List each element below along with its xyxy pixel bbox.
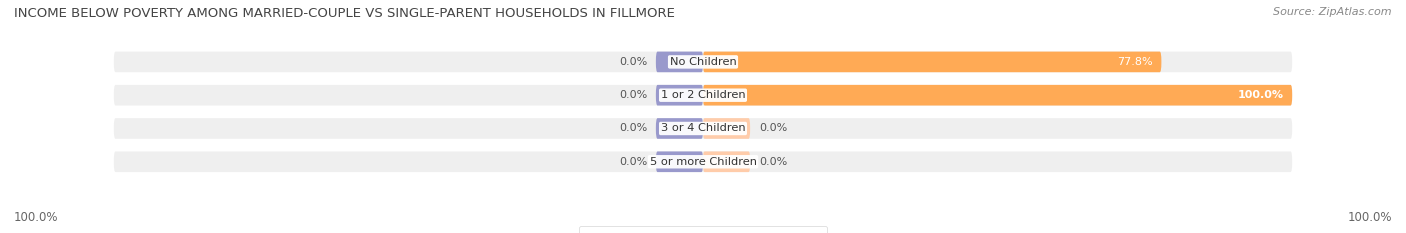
FancyBboxPatch shape <box>703 51 1161 72</box>
FancyBboxPatch shape <box>114 51 1292 72</box>
Text: 3 or 4 Children: 3 or 4 Children <box>661 123 745 134</box>
FancyBboxPatch shape <box>114 85 1292 106</box>
Text: 0.0%: 0.0% <box>619 57 647 67</box>
Text: Source: ZipAtlas.com: Source: ZipAtlas.com <box>1274 7 1392 17</box>
Text: 5 or more Children: 5 or more Children <box>650 157 756 167</box>
FancyBboxPatch shape <box>655 85 703 106</box>
FancyBboxPatch shape <box>114 118 1292 139</box>
Text: 0.0%: 0.0% <box>619 157 647 167</box>
Text: 100.0%: 100.0% <box>1237 90 1284 100</box>
Text: INCOME BELOW POVERTY AMONG MARRIED-COUPLE VS SINGLE-PARENT HOUSEHOLDS IN FILLMOR: INCOME BELOW POVERTY AMONG MARRIED-COUPL… <box>14 7 675 20</box>
Legend: Married Couples, Single Parents: Married Couples, Single Parents <box>579 226 827 233</box>
FancyBboxPatch shape <box>703 118 751 139</box>
Text: No Children: No Children <box>669 57 737 67</box>
FancyBboxPatch shape <box>655 118 703 139</box>
FancyBboxPatch shape <box>703 85 1292 106</box>
FancyBboxPatch shape <box>114 151 1292 172</box>
FancyBboxPatch shape <box>655 151 703 172</box>
Text: 0.0%: 0.0% <box>759 123 787 134</box>
Text: 0.0%: 0.0% <box>619 123 647 134</box>
Text: 100.0%: 100.0% <box>14 211 59 224</box>
FancyBboxPatch shape <box>703 151 751 172</box>
Text: 0.0%: 0.0% <box>619 90 647 100</box>
Text: 77.8%: 77.8% <box>1116 57 1153 67</box>
Text: 100.0%: 100.0% <box>1347 211 1392 224</box>
FancyBboxPatch shape <box>655 51 703 72</box>
Text: 1 or 2 Children: 1 or 2 Children <box>661 90 745 100</box>
Text: 0.0%: 0.0% <box>759 157 787 167</box>
